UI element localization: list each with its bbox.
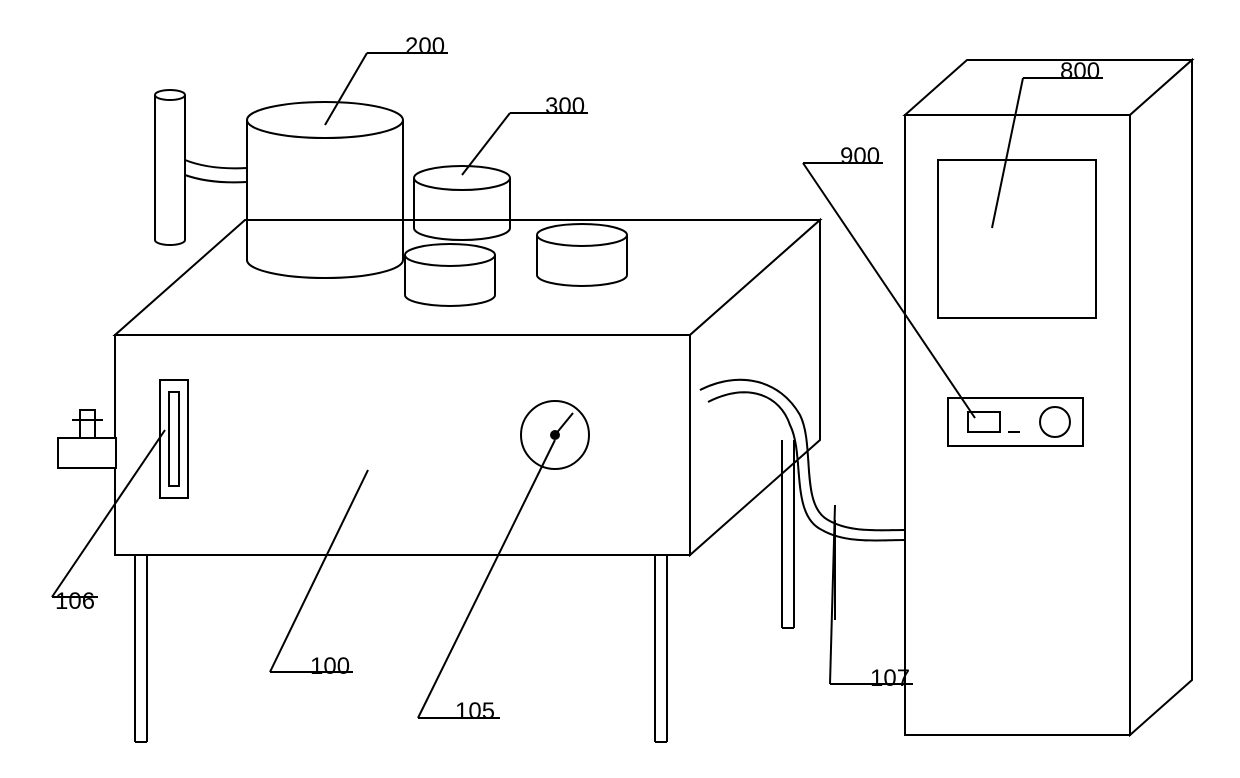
callout-label: 107 xyxy=(870,665,910,692)
callout-label: 100 xyxy=(310,653,350,680)
callout-label: 200 xyxy=(405,33,445,60)
callout-label: 900 xyxy=(840,143,880,170)
callout-label: 300 xyxy=(545,93,585,120)
callout-label: 106 xyxy=(55,588,95,615)
diagram-canvas: 200 300 800 900 106 100 105 107 xyxy=(0,0,1240,778)
callout-label: 800 xyxy=(1060,58,1100,85)
callout-label: 105 xyxy=(455,698,495,725)
